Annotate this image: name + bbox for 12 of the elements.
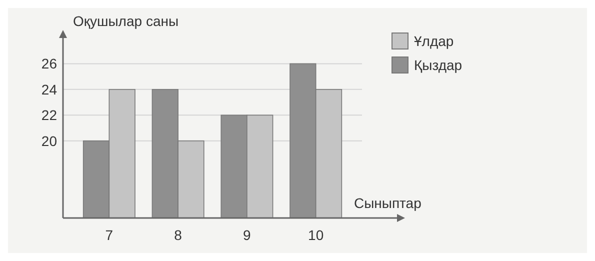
y-tick-label: 20: [41, 132, 58, 149]
y-tick-label: 22: [41, 107, 58, 124]
y-tick-label: 24: [41, 81, 58, 98]
legend-label: Қыздар: [414, 56, 462, 73]
y-axis-title: Оқушылар саны: [73, 13, 179, 29]
x-axis-title: Сыныптар: [354, 195, 422, 211]
x-tick-label: 8: [174, 227, 182, 243]
legend-label: Ұлдар: [414, 32, 454, 49]
x-tick-label: 9: [243, 227, 252, 243]
y-tick-label: 26: [41, 56, 58, 72]
x-tick-label: 10: [308, 227, 324, 243]
x-tick-label: 7: [105, 227, 114, 243]
